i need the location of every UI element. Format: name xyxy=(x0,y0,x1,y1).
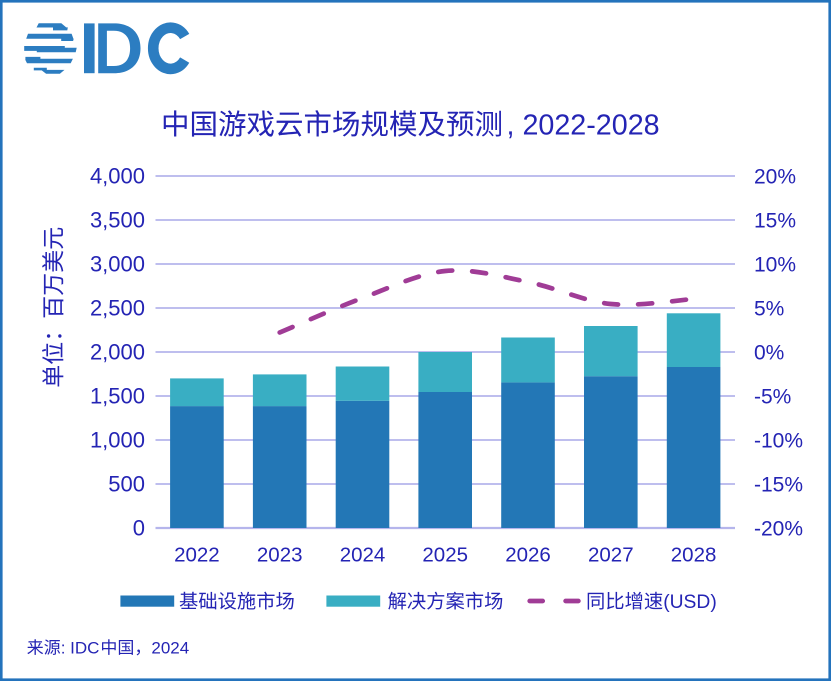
svg-text:(USD): (USD) xyxy=(663,592,717,613)
svg-text:2025: 2025 xyxy=(422,544,468,567)
svg-text:20%: 20% xyxy=(754,166,796,189)
svg-text:, 2022-2028: , 2022-2028 xyxy=(507,109,660,141)
svg-text:3,000: 3,000 xyxy=(90,252,145,277)
svg-text:5%: 5% xyxy=(754,298,784,321)
svg-text:4,000: 4,000 xyxy=(90,164,145,189)
svg-text:1,500: 1,500 xyxy=(90,384,145,409)
svg-text:2024: 2024 xyxy=(151,639,189,658)
svg-text:2023: 2023 xyxy=(257,544,303,567)
svg-text:0: 0 xyxy=(133,516,145,541)
svg-text:-20%: -20% xyxy=(754,518,803,541)
svg-text:2028: 2028 xyxy=(671,544,717,567)
svg-text:2022: 2022 xyxy=(174,544,220,567)
svg-text:: IDC: : IDC xyxy=(61,639,100,658)
svg-text:2027: 2027 xyxy=(588,544,634,567)
svg-text:2024: 2024 xyxy=(340,544,386,567)
svg-text:0%: 0% xyxy=(754,342,784,365)
svg-text:-5%: -5% xyxy=(754,386,791,409)
svg-text:1,000: 1,000 xyxy=(90,428,145,453)
svg-text:10%: 10% xyxy=(754,254,796,277)
svg-text:2,500: 2,500 xyxy=(90,296,145,321)
svg-text:2026: 2026 xyxy=(505,544,551,567)
svg-text:500: 500 xyxy=(108,472,145,497)
svg-text:-15%: -15% xyxy=(754,474,803,497)
svg-text:15%: 15% xyxy=(754,210,796,233)
svg-text:3,500: 3,500 xyxy=(90,208,145,233)
svg-text:-10%: -10% xyxy=(754,430,803,453)
svg-text:2,000: 2,000 xyxy=(90,340,145,365)
